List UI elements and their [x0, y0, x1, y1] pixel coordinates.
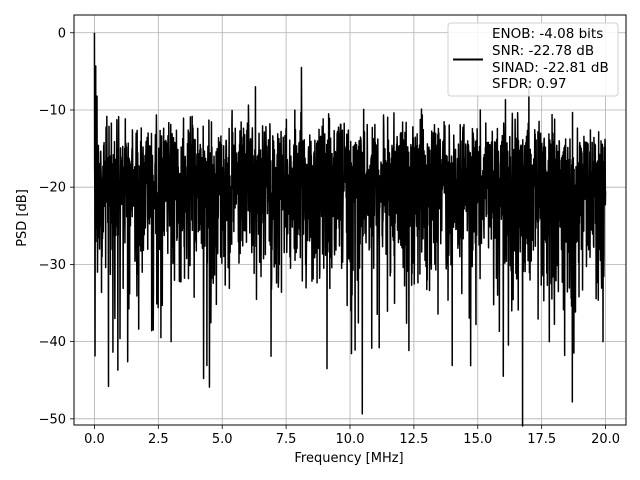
x-tick-label: 17.5 [527, 432, 556, 447]
y-tick-label: −50 [39, 412, 66, 427]
y-tick-label: −20 [39, 181, 66, 196]
series-layer [93, 32, 607, 427]
axes: 0.0 2.5 5.0 7.5 10.0 12.5 15.0 17.5 20.0 0 −10 −20 −… [39, 14, 627, 447]
x-tick-label: 10.0 [336, 432, 365, 447]
x-tick-label: 5.0 [212, 432, 233, 447]
x-tick-label: 2.5 [148, 432, 169, 447]
y-tick-label: −30 [39, 258, 66, 273]
x-tick-label: 12.5 [399, 432, 428, 447]
y-tick-label: −40 [39, 335, 66, 350]
legend-text-sinad: SINAD: -22.81 dB [492, 60, 609, 76]
legend: ENOB: -4.08 bits SNR: -22.78 dB SINAD: -… [447, 22, 619, 97]
legend-text-enob: ENOB: -4.08 bits [492, 26, 603, 42]
psd-series-line [93, 32, 607, 427]
legend-text-sfdr: SFDR: 0.97 [492, 76, 567, 92]
x-tick-label: 15.0 [463, 432, 492, 447]
legend-text-snr: SNR: -22.78 dB [492, 43, 594, 59]
x-tick-label: 0.0 [84, 432, 105, 447]
legend-frame [447, 22, 619, 97]
y-tick-label: −10 [39, 103, 66, 118]
x-tick-label: 7.5 [276, 432, 297, 447]
x-tick-label: 20.0 [591, 432, 620, 447]
y-axis-label: PSD [dB] [15, 189, 30, 247]
x-axis-label: Frequency [MHz] [294, 451, 403, 466]
y-tick-label: 0 [58, 26, 66, 41]
